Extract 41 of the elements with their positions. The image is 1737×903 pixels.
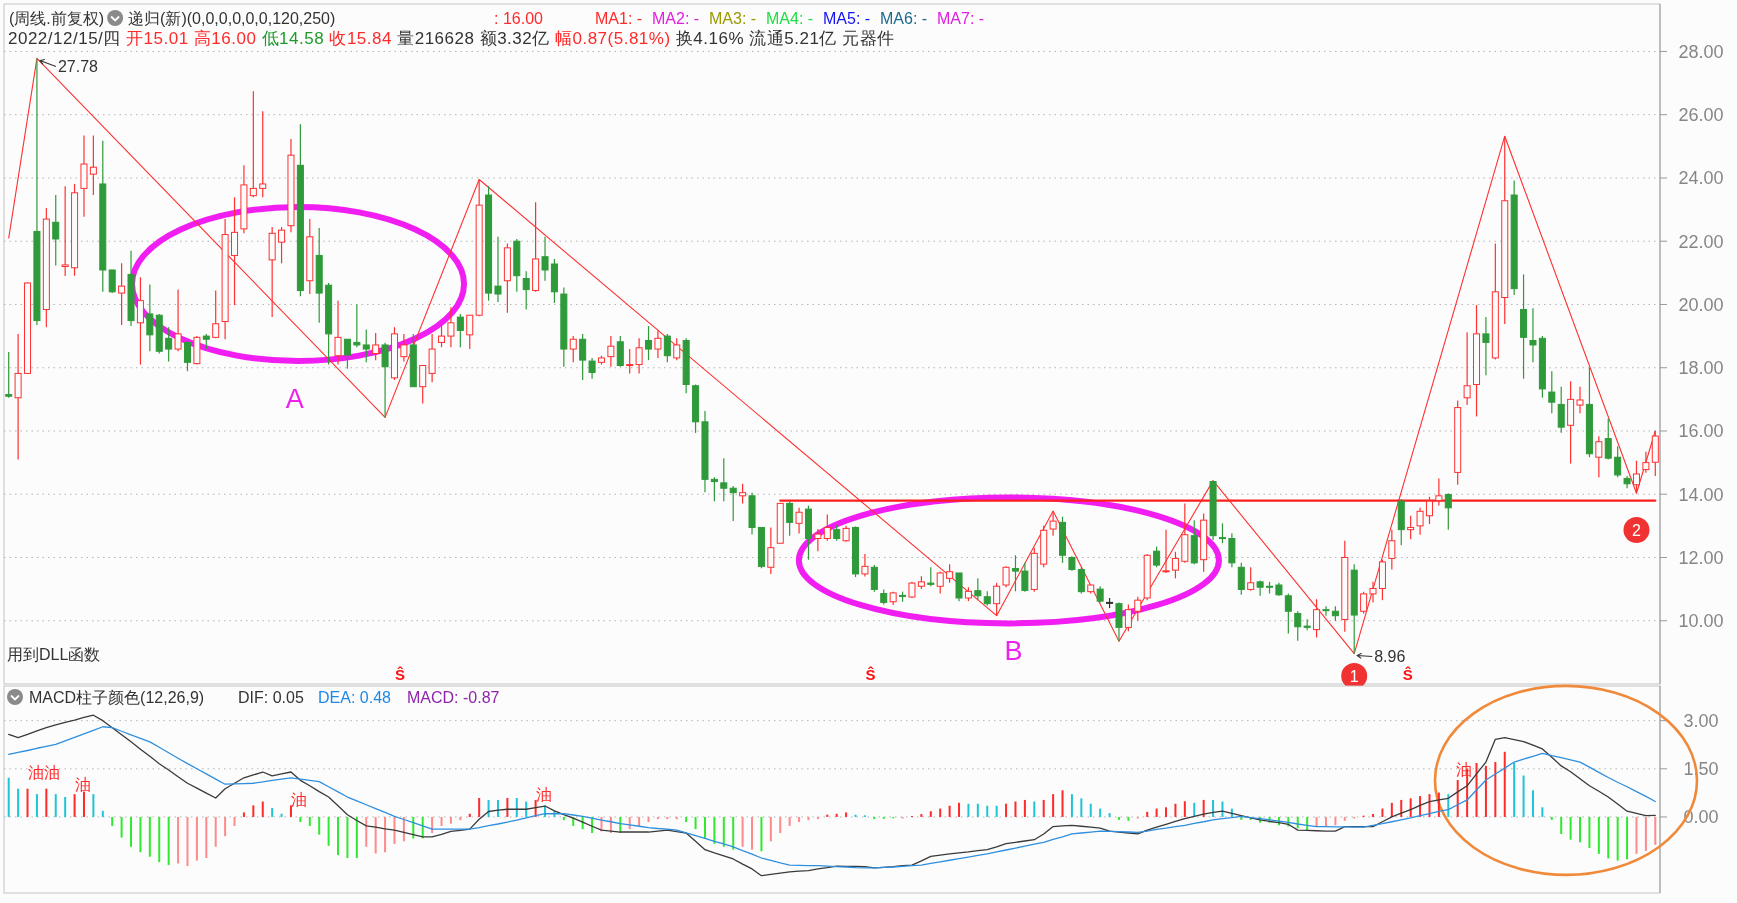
y-tick-label: 10.00 <box>1678 611 1724 632</box>
annotation: MA1: - <box>595 10 643 27</box>
y-tick-label: 28.00 <box>1678 41 1724 62</box>
y-tick-label: 24.00 <box>1678 168 1724 189</box>
y-tick-label: 18.00 <box>1678 358 1724 379</box>
y-tick-label: 3.00 <box>1683 710 1719 731</box>
annotation: MA7: - <box>937 10 985 27</box>
annotation: Ŝ <box>1402 666 1413 683</box>
annotation: MA5: - <box>823 10 871 27</box>
annotation: MA3: - <box>709 10 757 27</box>
annotation: MA4: - <box>766 10 814 27</box>
annotation: 油 <box>75 776 92 793</box>
annotation: Ŝ <box>865 666 876 683</box>
annotation: 递归(新)(0,0,0,0,0,0,120,250) <box>128 10 336 27</box>
annotation: MA6: - <box>880 10 928 27</box>
annotation: MA2: - <box>652 10 700 27</box>
annotation: B <box>1004 636 1023 666</box>
y-tick-label: 22.00 <box>1678 231 1724 252</box>
y-tick-label: 12.00 <box>1678 547 1724 568</box>
annotation: 1 <box>1349 668 1359 685</box>
annotation: MACD: -0.87 <box>407 689 500 706</box>
y-tick-label: 16.00 <box>1678 421 1724 442</box>
annotation: 用到DLL函数 <box>7 646 101 663</box>
annotation: DEA: 0.48 <box>318 689 392 706</box>
annotation: 油 <box>1456 761 1473 778</box>
annotation: 油 <box>290 791 307 808</box>
annotation: 2 <box>1632 522 1642 539</box>
annotation: 油 <box>536 786 553 803</box>
annotation: : 16.00 <box>494 10 544 27</box>
annotation: Ŝ <box>395 666 406 683</box>
annotation: 油油 <box>27 764 60 781</box>
annotation: 27.78 <box>57 58 99 75</box>
text: 2022/12/15/四 开15.01 高16.00 低14.58 收15.84 量216628 额3.32亿 幅0.87(5.81%) 换4.16% 流通5.21亿 元器件 <box>8 29 895 48</box>
y-tick-label: 26.00 <box>1678 105 1724 125</box>
annotation: A <box>285 384 304 414</box>
annotation: 8.96 <box>1374 648 1406 665</box>
chart-title: (周线.前复权) <box>9 10 105 27</box>
y-tick-label: 20.00 <box>1678 294 1724 315</box>
y-tick-label: 14.00 <box>1678 484 1724 505</box>
chart-title: MACD柱子颜色(12,26,9) <box>29 689 205 706</box>
annotation: DIF: 0.05 <box>238 689 304 706</box>
